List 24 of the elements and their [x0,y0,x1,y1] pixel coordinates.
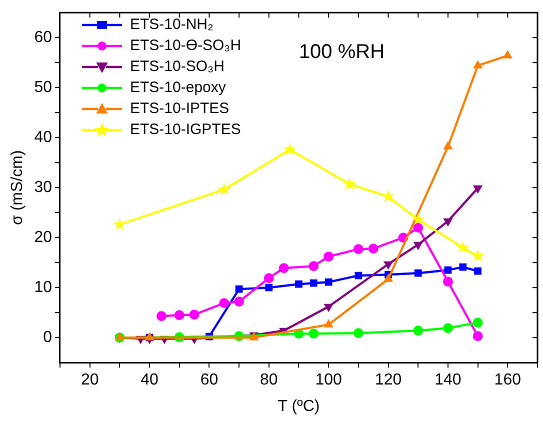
x-tick-label: 20 [80,372,99,389]
annotation: 100 %RH [298,41,385,64]
y-tick-label: 0 [43,329,52,346]
x-tick-label: 100 [315,372,342,389]
legend-label: ETS-10-Ө-SO₃H [130,37,242,54]
y-tick-label: 60 [34,29,52,46]
x-tick-label: 80 [260,372,278,389]
legend-label: ETS-10-NH₂ [130,16,214,33]
legend-label: ETS-10-SO₃H [130,58,224,75]
x-tick-label: 120 [374,372,402,389]
y-tick-label: 50 [34,79,52,96]
y-tick-label: 10 [34,279,52,296]
y-tick-label: 40 [34,129,52,146]
x-tick-label: 160 [494,372,522,389]
legend-label: ETS-10-IPTES [130,100,230,117]
y-axis-title: σ (mS/cm) [9,150,26,225]
legend-label: ETS-10-IGPTES [130,121,241,138]
y-tick-label: 30 [34,179,52,196]
x-tick-label: 40 [140,372,159,389]
y-tick-label: 20 [34,229,52,246]
x-tick-label: 60 [200,372,218,389]
legend-label: ETS-10-epoxy [130,79,226,96]
x-axis-title: T (ºC) [278,398,320,415]
x-tick-label: 140 [434,372,462,389]
